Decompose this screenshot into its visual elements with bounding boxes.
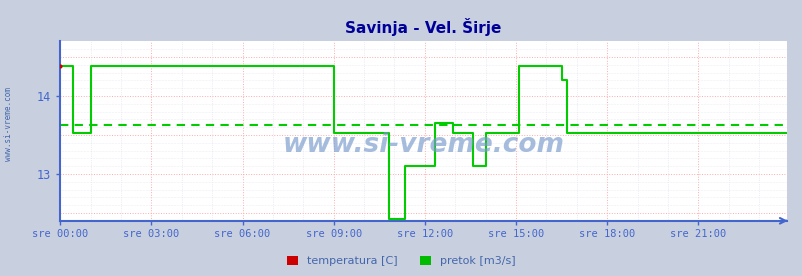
Text: www.si-vreme.com: www.si-vreme.com [282, 132, 564, 158]
Title: Savinja - Vel. Širje: Savinja - Vel. Širje [345, 18, 501, 36]
Legend: temperatura [C], pretok [m3/s]: temperatura [C], pretok [m3/s] [282, 251, 520, 270]
Text: www.si-vreme.com: www.si-vreme.com [3, 87, 13, 161]
